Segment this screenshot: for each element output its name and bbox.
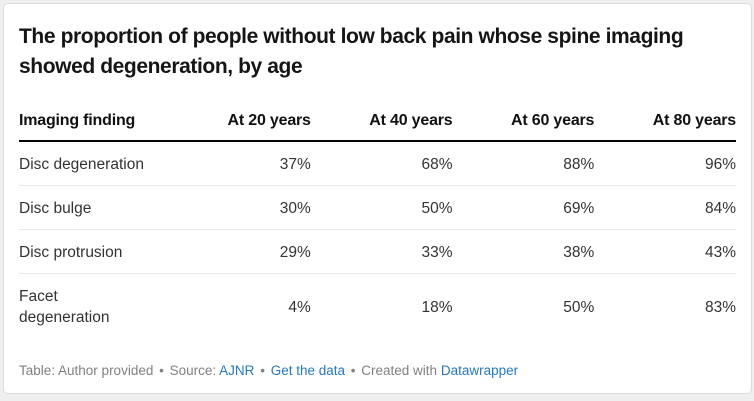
table-row-disc-degeneration: Disc degeneration 37% 68% 88% 96% <box>19 141 736 186</box>
column-header-imaging-finding: Imaging finding <box>19 94 169 142</box>
table-credit-label: Table: Author provided <box>19 363 154 378</box>
table-header-row: Imaging finding At 20 years At 40 years … <box>19 94 736 142</box>
separator-dot: • <box>159 363 164 378</box>
source-link-ajnr[interactable]: AJNR <box>219 363 255 378</box>
table-cell: 4% <box>288 298 311 316</box>
attribution-footer: Table: Author provided • Source: AJNR • … <box>19 362 736 379</box>
row-label: Facet degeneration <box>19 288 110 326</box>
table-cell: 50% <box>563 298 595 316</box>
created-with-label: Created with <box>361 363 438 378</box>
table-cell: 43% <box>594 229 736 274</box>
source-label: Source: <box>169 363 217 378</box>
table-cell: 68% <box>310 141 453 186</box>
data-table: Imaging finding At 20 years At 40 years … <box>19 94 736 338</box>
separator-dot: • <box>260 363 265 378</box>
table-row-facet-degeneration: Facet degeneration 4% 18% 50% 83% <box>19 274 736 339</box>
separator-dot: • <box>350 363 356 378</box>
row-label: Disc protrusion <box>19 229 169 274</box>
table-cell: 30% <box>169 185 311 230</box>
chart-title: The proportion of people without low bac… <box>19 25 684 78</box>
table-cell: 96% <box>594 141 736 186</box>
table-cell: 88% <box>452 141 595 186</box>
row-label: Disc bulge <box>19 185 169 230</box>
column-header-at-40-years: At 40 years <box>310 94 453 142</box>
table-row-disc-bulge: Disc bulge 30% 50% 69% 84% <box>19 185 736 230</box>
table-cell: 37% <box>169 141 311 186</box>
table-cell: 29% <box>169 229 311 274</box>
row-label: Disc degeneration <box>19 141 169 186</box>
get-the-data-link[interactable]: Get the data <box>270 363 345 378</box>
table-cell: 84% <box>594 185 736 230</box>
table-cell: 18% <box>421 298 453 316</box>
table-cell: 38% <box>452 229 595 274</box>
column-header-at-20-years: At 20 years <box>169 94 311 142</box>
chart-card: The proportion of people without low bac… <box>3 3 752 394</box>
column-header-at-80-years: At 80 years <box>594 94 736 142</box>
table-cell: 83% <box>704 298 736 316</box>
table-cell: 69% <box>452 185 595 230</box>
table-cell: 33% <box>310 229 453 274</box>
table-row-disc-protrusion: Disc protrusion 29% 33% 38% 43% <box>19 229 736 274</box>
column-header-at-60-years: At 60 years <box>452 94 594 142</box>
datawrapper-link[interactable]: Datawrapper <box>440 363 519 378</box>
table-cell: 50% <box>310 185 453 230</box>
